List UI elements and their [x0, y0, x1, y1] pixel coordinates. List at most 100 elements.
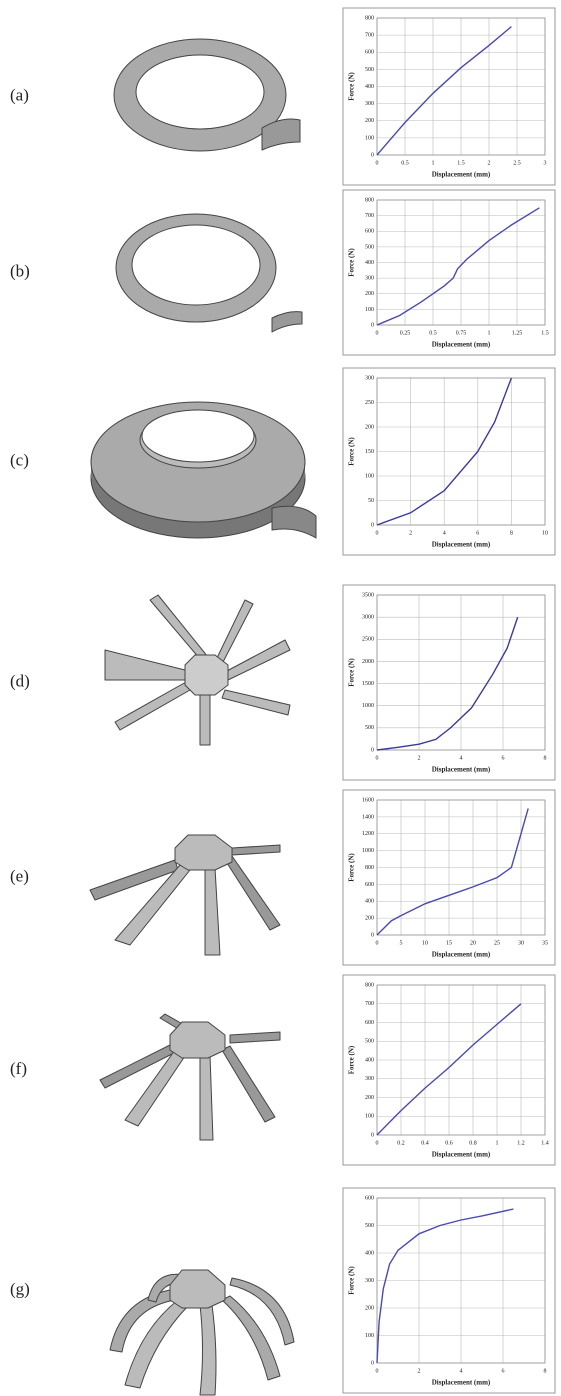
torus-b [116, 214, 302, 332]
y-axis-label: Force (N) [348, 853, 356, 882]
x-tick-label: 3 [544, 160, 547, 166]
y-tick-label: 100 [365, 1114, 374, 1120]
x-axis-label: Displacement (mm) [432, 1379, 491, 1387]
x-tick-label: 4 [443, 530, 446, 536]
x-tick-label: 8 [544, 755, 547, 761]
x-tick-label: 0.75 [456, 330, 467, 336]
x-tick-label: 6 [476, 530, 479, 536]
y-tick-label: 200 [365, 1305, 374, 1311]
y-axis-label: Force (N) [348, 248, 356, 277]
y-tick-label: 100 [365, 307, 374, 313]
panel-label: (e) [10, 866, 29, 885]
panel-label: (b) [10, 261, 30, 280]
y-tick-label: 0 [371, 932, 374, 938]
x-tick-label: 0 [376, 1368, 379, 1374]
x-tick-label: 8 [510, 530, 513, 536]
y-tick-label: 0 [371, 152, 374, 158]
y-axis-label: Force (N) [348, 437, 356, 466]
y-tick-label: 1600 [362, 797, 374, 803]
y-tick-label: 300 [365, 1278, 374, 1284]
x-tick-label: 0.5 [401, 160, 409, 166]
x-tick-label: 5 [400, 940, 403, 946]
y-tick-label: 500 [365, 67, 374, 73]
y-tick-label: 700 [365, 1001, 374, 1007]
x-tick-label: 0.5 [429, 330, 437, 336]
y-tick-label: 1000 [362, 848, 374, 854]
y-tick-label: 500 [365, 1223, 374, 1229]
x-tick-label: 10 [422, 940, 428, 946]
x-axis-label: Displacement (mm) [432, 341, 491, 349]
x-tick-label: 1 [488, 330, 491, 336]
y-axis-label: Force (N) [348, 72, 356, 101]
x-tick-label: 0 [376, 755, 379, 761]
y-tick-label: 100 [365, 135, 374, 141]
panel-label: (g) [10, 1279, 30, 1298]
x-tick-label: 0.8 [469, 1140, 477, 1146]
y-tick-label: 2000 [362, 659, 374, 665]
y-tick-label: 0 [371, 747, 374, 753]
x-axis-label: Displacement (mm) [432, 1151, 491, 1159]
y-tick-label: 600 [365, 882, 374, 888]
panel-label: (a) [10, 85, 29, 104]
x-tick-label: 0 [376, 1140, 379, 1146]
y-tick-label: 400 [365, 1057, 374, 1063]
x-tick-label: 6 [502, 1368, 505, 1374]
x-tick-label: 8 [544, 1368, 547, 1374]
x-tick-label: 0 [376, 330, 379, 336]
chart-panel: (e)0200400600800100012001400160005101520… [10, 790, 555, 965]
y-tick-label: 400 [365, 1250, 374, 1256]
x-tick-label: 2 [409, 530, 412, 536]
x-axis-label: Displacement (mm) [432, 951, 491, 959]
y-tick-label: 300 [365, 375, 374, 381]
y-tick-label: 300 [365, 276, 374, 282]
x-tick-label: 2 [488, 160, 491, 166]
y-tick-label: 3500 [362, 592, 374, 598]
y-tick-label: 800 [365, 865, 374, 871]
spider-e [90, 835, 280, 955]
x-tick-label: 10 [542, 530, 548, 536]
y-tick-label: 0 [371, 1360, 374, 1366]
x-tick-label: 25 [494, 940, 500, 946]
panel-label: (c) [10, 450, 29, 469]
y-axis-label: Force (N) [348, 658, 356, 687]
x-tick-label: 1 [496, 1140, 499, 1146]
y-axis-label: Force (N) [348, 1266, 356, 1295]
chart-frame [343, 1188, 555, 1393]
y-tick-label: 1500 [362, 681, 374, 687]
illustrations [90, 39, 316, 1395]
y-tick-label: 500 [365, 1039, 374, 1045]
y-tick-label: 1400 [362, 814, 374, 820]
y-tick-label: 300 [365, 101, 374, 107]
y-tick-label: 200 [365, 424, 374, 430]
x-tick-label: 4 [460, 755, 463, 761]
y-tick-label: 250 [365, 400, 374, 406]
y-tick-label: 600 [365, 1195, 374, 1201]
x-tick-label: 4 [460, 1368, 463, 1374]
y-tick-label: 300 [365, 1076, 374, 1082]
y-tick-label: 100 [365, 473, 374, 479]
chart-frame [343, 368, 555, 555]
x-tick-label: 2.5 [513, 160, 521, 166]
y-axis-label: Force (N) [348, 1045, 356, 1074]
y-tick-label: 0 [371, 322, 374, 328]
y-tick-label: 50 [368, 498, 374, 504]
x-tick-label: 2 [418, 1368, 421, 1374]
x-tick-label: 2 [418, 755, 421, 761]
x-tick-label: 0.6 [445, 1140, 453, 1146]
y-tick-label: 600 [365, 1020, 374, 1026]
x-tick-label: 1.4 [541, 1140, 549, 1146]
y-tick-label: 2500 [362, 637, 374, 643]
y-tick-label: 500 [365, 244, 374, 250]
panel-label: (d) [10, 671, 30, 690]
x-tick-label: 1.5 [457, 160, 465, 166]
y-tick-label: 600 [365, 229, 374, 235]
y-tick-label: 800 [365, 15, 374, 21]
y-tick-label: 200 [365, 118, 374, 124]
x-axis-label: Displacement (mm) [432, 171, 491, 179]
y-tick-label: 1000 [362, 703, 374, 709]
page: (a)010020030040050060070080000.511.522.5… [0, 0, 561, 1396]
x-tick-label: 0 [376, 940, 379, 946]
x-tick-label: 1.5 [541, 330, 549, 336]
x-axis-label: Displacement (mm) [432, 541, 491, 549]
